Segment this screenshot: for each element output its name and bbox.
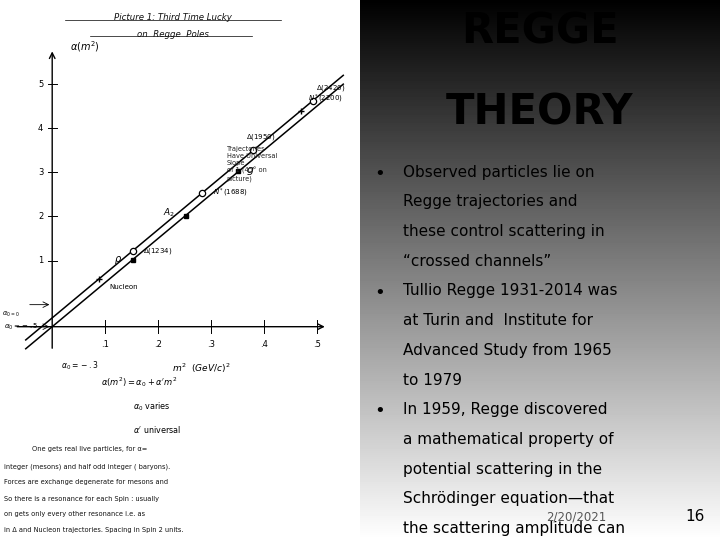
Text: •: • <box>374 165 385 183</box>
Text: Picture 1: Third Time Lucky: Picture 1: Third Time Lucky <box>114 14 232 23</box>
Text: Regge trajectories and: Regge trajectories and <box>403 194 577 210</box>
Text: these control scattering in: these control scattering in <box>403 224 605 239</box>
Text: to 1979: to 1979 <box>403 373 462 388</box>
Text: in Δ and Nucleon trajectories. Spacing in Spin 2 units.: in Δ and Nucleon trajectories. Spacing i… <box>4 527 183 533</box>
Text: integer (mesons) and half odd integer ( baryons).: integer (mesons) and half odd integer ( … <box>4 463 170 470</box>
Text: •: • <box>374 402 385 420</box>
Text: $\alpha^\prime$ universal: $\alpha^\prime$ universal <box>133 424 181 435</box>
Text: $\alpha_0$ varies: $\alpha_0$ varies <box>133 401 171 413</box>
Text: a mathematical property of: a mathematical property of <box>403 432 613 447</box>
Text: 5: 5 <box>38 79 43 89</box>
Text: Nucleon: Nucleon <box>109 285 138 291</box>
Text: Trajectories
Have Universal
Slope
of 1 (45° on
picture): Trajectories Have Universal Slope of 1 (… <box>227 146 277 181</box>
Text: 2/20/2021: 2/20/2021 <box>546 511 606 524</box>
Text: Observed particles lie on: Observed particles lie on <box>403 165 595 180</box>
Text: $\Delta(1234)$: $\Delta(1234)$ <box>143 246 173 256</box>
Text: $N^*(1688)$: $N^*(1688)$ <box>213 186 248 199</box>
Text: $\alpha_{0=0}$: $\alpha_{0=0}$ <box>1 310 19 319</box>
Text: at Turin and  Institute for: at Turin and Institute for <box>403 313 593 328</box>
Text: $m^2\ \ (GeV/c)^2$: $m^2\ \ (GeV/c)^2$ <box>172 362 231 375</box>
Text: 4: 4 <box>38 124 43 133</box>
Text: •: • <box>374 284 385 301</box>
Text: .1: .1 <box>102 340 109 349</box>
Text: $g$: $g$ <box>246 165 254 178</box>
Text: Forces are exchange degenerate for mesons and: Forces are exchange degenerate for meson… <box>4 479 168 485</box>
Text: One gets real live particles, for α=: One gets real live particles, for α= <box>32 446 148 451</box>
Text: $N^*(2200)$: $N^*(2200)$ <box>308 93 343 105</box>
Text: Advanced Study from 1965: Advanced Study from 1965 <box>403 343 612 358</box>
Text: “crossed channels”: “crossed channels” <box>403 254 552 269</box>
Text: So there is a resonance for each Spin : usually: So there is a resonance for each Spin : … <box>4 496 158 502</box>
Text: potential scattering in the: potential scattering in the <box>403 462 603 477</box>
Text: $\Delta(2420)$: $\Delta(2420)$ <box>316 83 346 93</box>
Text: 2: 2 <box>38 212 43 221</box>
Text: $\alpha(m^2) = \alpha_0 + \alpha^\prime m^2$: $\alpha(m^2) = \alpha_0 + \alpha^\prime … <box>101 375 177 389</box>
Text: the scattering amplitude can: the scattering amplitude can <box>403 521 625 536</box>
Text: 3: 3 <box>38 168 43 177</box>
Text: In 1959, Regge discovered: In 1959, Regge discovered <box>403 402 608 417</box>
Text: $\alpha_0=-.5$: $\alpha_0=-.5$ <box>4 322 38 332</box>
Text: $\Delta(1950)$: $\Delta(1950)$ <box>246 132 276 142</box>
Text: on  Regge  Poles: on Regge Poles <box>137 30 209 39</box>
Text: $A_2$: $A_2$ <box>163 207 175 219</box>
Text: THEORY: THEORY <box>446 92 634 134</box>
Text: $\alpha_0 = -.3$: $\alpha_0 = -.3$ <box>61 359 99 372</box>
Text: .4: .4 <box>260 340 268 349</box>
Text: .5: .5 <box>313 340 320 349</box>
Text: on gets only every other resonance i.e. as: on gets only every other resonance i.e. … <box>4 511 145 517</box>
Text: $\rho$: $\rho$ <box>114 254 122 266</box>
Text: 16: 16 <box>685 509 704 524</box>
Text: $\alpha(m^2)$: $\alpha(m^2)$ <box>71 39 100 54</box>
Text: Tullio Regge 1931-2014 was: Tullio Regge 1931-2014 was <box>403 284 618 299</box>
Text: REGGE: REGGE <box>462 11 618 53</box>
Text: 1: 1 <box>38 256 43 265</box>
Text: .3: .3 <box>207 340 215 349</box>
Text: Schrödinger equation—that: Schrödinger equation—that <box>403 491 614 507</box>
Text: .2: .2 <box>154 340 162 349</box>
